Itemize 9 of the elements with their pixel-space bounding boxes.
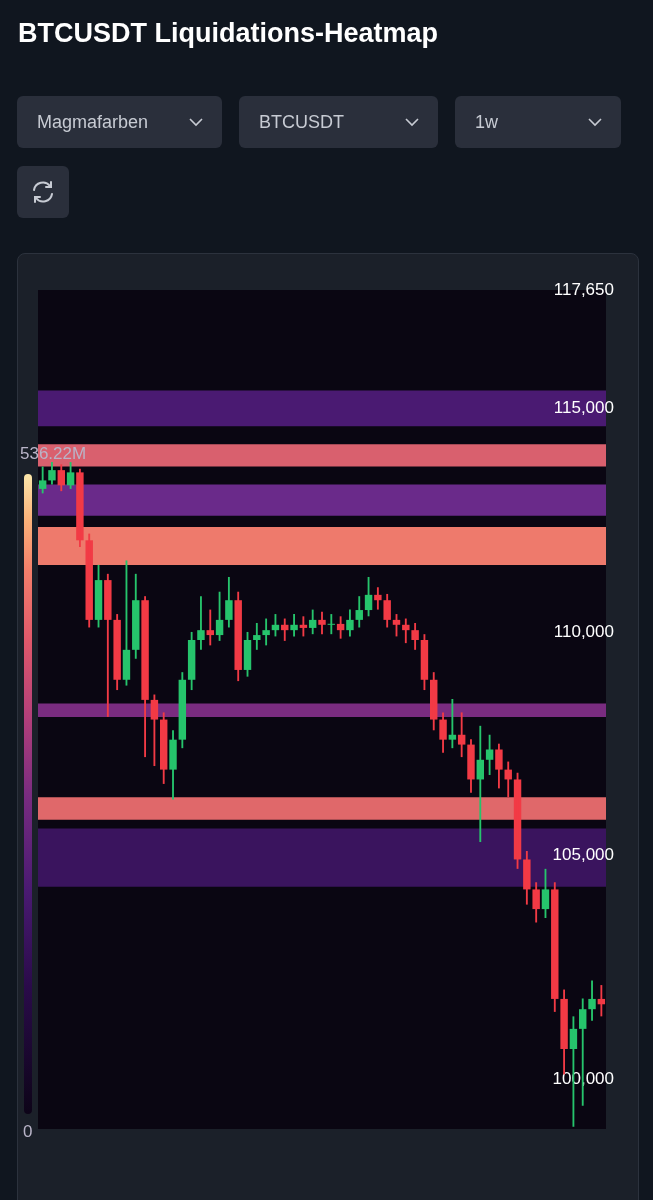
text: Magmafarben bbox=[37, 111, 149, 133]
text: 0 bbox=[23, 1122, 33, 1142]
y-tick-label: 115,000 bbox=[553, 398, 614, 418]
y-tick-label: 110,000 bbox=[553, 621, 614, 641]
chart-title: BTCUSDT Liquidations-Heatmap bbox=[18, 18, 439, 49]
text: BTCUSDT bbox=[259, 111, 344, 133]
text: 1w bbox=[475, 111, 499, 133]
y-tick-label: 105,000 bbox=[552, 845, 614, 865]
y-tick-label: 117,650 bbox=[553, 279, 614, 299]
